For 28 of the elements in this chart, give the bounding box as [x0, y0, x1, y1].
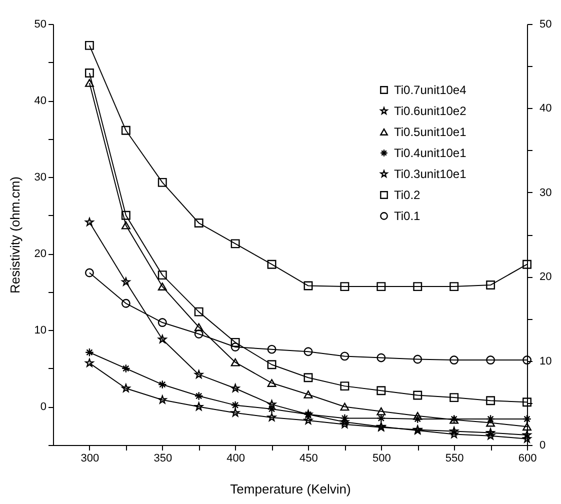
legend-label: Ti0.1	[394, 209, 421, 223]
x-tick-label: 300	[80, 452, 100, 464]
legend-label: Ti0.7unit10e4	[394, 83, 467, 97]
y-tick-label: 20	[34, 248, 46, 260]
legend-label: Ti0.5unit10e1	[394, 125, 467, 139]
x-tick-label: 500	[372, 452, 391, 464]
y-axis-title: Resistivity (ohm.cm)	[7, 176, 22, 294]
x-tick-label: 600	[518, 452, 537, 464]
legend-label: Ti0.6unit10e2	[394, 104, 467, 118]
x-tick-label: 350	[154, 452, 172, 464]
x-tick-label: 550	[445, 452, 464, 464]
y2-tick-label: 0	[540, 440, 546, 452]
legend-label: Ti0.3unit10e1	[394, 167, 467, 181]
legend-label: Ti0.4unit10e1	[394, 146, 467, 160]
y-tick-label: 0	[40, 401, 46, 414]
y-tick-label: 40	[34, 95, 46, 108]
y-tick-label: 10	[34, 324, 46, 337]
x-axis-title: Temperature (Kelvin)	[230, 482, 351, 496]
x-tick-label: 450	[300, 452, 318, 464]
y-tick-label: 50	[34, 18, 46, 30]
legend-label: Ti0.2	[394, 188, 421, 202]
y2-tick-label: 20	[540, 271, 552, 284]
y2-tick-label: 40	[540, 102, 552, 115]
x-tick-label: 400	[226, 452, 245, 464]
y2-tick-label: 10	[540, 355, 552, 368]
y-tick-label: 30	[34, 172, 46, 184]
y2-tick-label: 50	[540, 18, 552, 30]
y2-tick-label: 30	[540, 186, 552, 199]
